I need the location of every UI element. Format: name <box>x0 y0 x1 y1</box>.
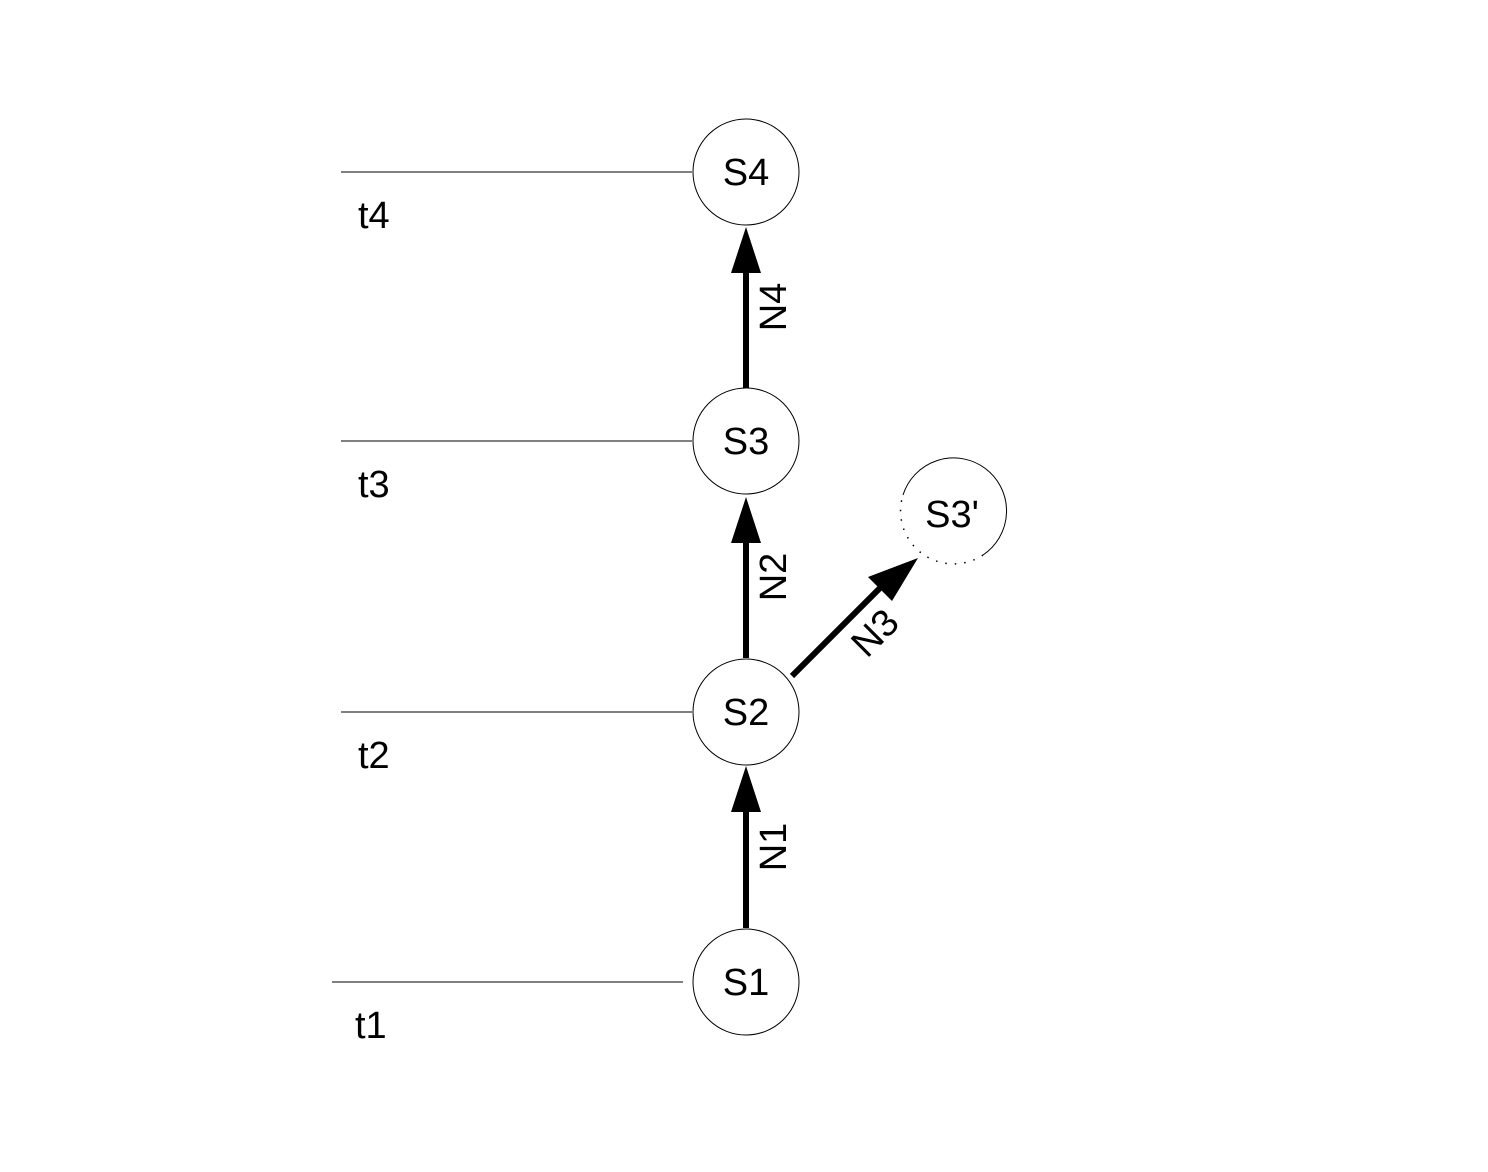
edge-n3-arrowhead <box>868 558 918 601</box>
time-label-t2: t2 <box>358 735 390 777</box>
edge-n1-arrowhead <box>731 766 761 812</box>
time-label-t3: t3 <box>358 464 390 506</box>
node-label-s4: S4 <box>723 152 769 194</box>
node-label-s1: S1 <box>723 962 769 1004</box>
time-label-t1: t1 <box>355 1005 387 1047</box>
edge-n4-arrowhead <box>731 227 761 273</box>
edge-label-n4: N4 <box>753 283 795 332</box>
time-label-t4: t4 <box>358 195 390 237</box>
node-s4: S4 <box>692 118 800 226</box>
edge-label-n2: N2 <box>753 553 795 602</box>
edge-label-n1: N1 <box>753 823 795 872</box>
edge-n3-shaft <box>789 581 887 679</box>
node-s2: S2 <box>692 658 800 766</box>
edge-n2-arrowhead <box>731 497 761 543</box>
node-s1: S1 <box>692 928 800 1036</box>
node-label-s3-prime: S3' <box>925 494 979 536</box>
node-s3: S3 <box>692 387 800 495</box>
node-s3-prime: S3' <box>899 457 1008 565</box>
node-label-s3: S3 <box>723 421 769 463</box>
node-label-s2: S2 <box>723 692 769 734</box>
